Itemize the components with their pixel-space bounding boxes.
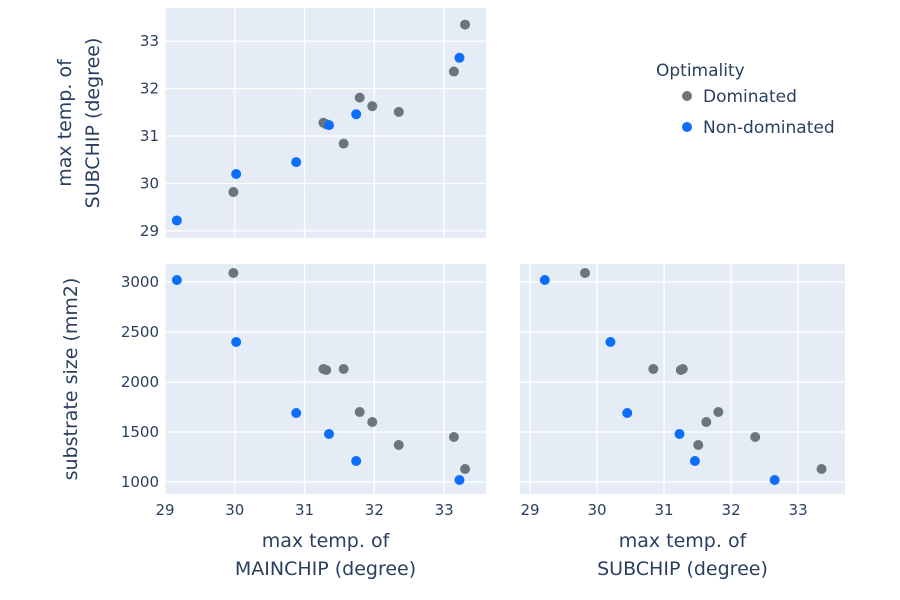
data-point-non-dominated bbox=[454, 475, 465, 485]
data-point-dominated bbox=[367, 101, 378, 112]
data-point-non-dominated bbox=[689, 456, 700, 466]
data-point-dominated bbox=[648, 364, 659, 374]
y-axis-title: substrate size (mm2) bbox=[60, 278, 82, 481]
data-point-dominated bbox=[354, 92, 365, 103]
y-tick-label: 30 bbox=[140, 174, 159, 192]
data-point-dominated bbox=[338, 364, 349, 374]
data-point-dominated bbox=[675, 365, 686, 375]
data-point-dominated bbox=[448, 432, 459, 442]
x-axis-title: max temp. of MAINCHIP (degree) bbox=[235, 530, 416, 580]
y-tick-label: 31 bbox=[140, 127, 159, 145]
y-tick-label: 2500 bbox=[121, 323, 159, 341]
data-point-non-dominated bbox=[351, 456, 362, 466]
data-point-dominated bbox=[393, 440, 404, 450]
y-tick-label: 2000 bbox=[121, 373, 159, 391]
panel-main-vs-sub: 29 30 31 32 33 max temp. of SUBCHIP (degree) bbox=[54, 8, 486, 240]
data-point-dominated bbox=[816, 464, 827, 474]
legend-entries: Dominated Non-dominated bbox=[682, 87, 835, 138]
y-axis-title: max temp. of SUBCHIP (degree) bbox=[54, 38, 104, 209]
data-point-non-dominated bbox=[674, 429, 685, 439]
x-tick-label: 29 bbox=[521, 501, 540, 519]
legend-label-dominated: Dominated bbox=[703, 87, 797, 107]
data-point-non-dominated bbox=[454, 52, 465, 63]
y-tick-label: 29 bbox=[140, 222, 159, 240]
data-point-non-dominated bbox=[539, 275, 550, 285]
data-point-non-dominated bbox=[231, 337, 242, 347]
x-axis-title: max temp. of SUBCHIP (degree) bbox=[597, 530, 768, 580]
data-point-dominated bbox=[448, 66, 459, 77]
data-point-non-dominated bbox=[351, 109, 362, 120]
x-tick-label: 32 bbox=[365, 501, 384, 519]
data-point-non-dominated bbox=[291, 157, 302, 168]
x-tick-label: 30 bbox=[225, 501, 244, 519]
panel-background bbox=[520, 264, 845, 494]
y-axis-title-line: max temp. of bbox=[54, 58, 76, 187]
y-tick-label: 3000 bbox=[121, 273, 159, 291]
data-point-non-dominated bbox=[231, 168, 242, 179]
x-tick-label: 31 bbox=[655, 501, 674, 519]
x-tick-label: 30 bbox=[588, 501, 607, 519]
x-axis-title-line: SUBCHIP (degree) bbox=[597, 558, 768, 580]
legend-marker-non-dominated bbox=[682, 122, 692, 132]
data-point-non-dominated bbox=[323, 429, 334, 439]
data-point-dominated bbox=[701, 417, 712, 427]
data-point-dominated bbox=[460, 19, 471, 30]
data-point-dominated bbox=[393, 106, 404, 117]
data-point-dominated bbox=[580, 268, 590, 278]
y-axis-title-line: SUBCHIP (degree) bbox=[82, 38, 104, 209]
legend-marker-dominated bbox=[682, 91, 692, 101]
y-tick-label: 32 bbox=[140, 80, 159, 98]
data-point-dominated bbox=[750, 432, 761, 442]
data-point-non-dominated bbox=[605, 337, 616, 347]
data-point-dominated bbox=[228, 268, 239, 278]
data-point-non-dominated bbox=[291, 408, 302, 418]
data-point-dominated bbox=[228, 187, 239, 197]
x-axis-title-line: MAINCHIP (degree) bbox=[235, 558, 416, 580]
legend: Optimality Dominated Non-dominated bbox=[656, 61, 835, 138]
panel-main-vs-size: 29 30 31 32 33 1000 1500 2000 2500 3000 max temp. … bbox=[60, 264, 486, 580]
panel-background bbox=[165, 264, 486, 494]
data-point-non-dominated bbox=[769, 475, 780, 485]
data-point-dominated bbox=[693, 440, 704, 450]
x-tick-label: 33 bbox=[435, 501, 454, 519]
data-point-dominated bbox=[367, 417, 378, 427]
x-tick-label: 32 bbox=[722, 501, 741, 519]
x-tick-label: 31 bbox=[295, 501, 314, 519]
data-point-dominated bbox=[338, 138, 349, 149]
data-point-dominated bbox=[321, 365, 332, 375]
x-axis-title-line: max temp. of bbox=[262, 530, 391, 552]
data-point-dominated bbox=[713, 407, 724, 417]
legend-title: Optimality bbox=[656, 61, 745, 81]
legend-label-non-dominated: Non-dominated bbox=[703, 118, 835, 138]
data-point-dominated bbox=[460, 464, 471, 474]
y-tick-label: 1500 bbox=[121, 423, 159, 441]
y-tick-label: 1000 bbox=[121, 473, 159, 491]
x-tick-label: 29 bbox=[155, 501, 174, 519]
data-point-non-dominated bbox=[171, 275, 182, 285]
x-tick-label: 33 bbox=[789, 501, 808, 519]
data-point-non-dominated bbox=[171, 215, 182, 226]
data-point-non-dominated bbox=[323, 120, 334, 131]
data-point-non-dominated bbox=[622, 408, 633, 418]
x-axis-title-line: max temp. of bbox=[619, 530, 748, 552]
data-point-dominated bbox=[354, 407, 365, 417]
y-tick-label: 33 bbox=[140, 32, 159, 50]
panel-sub-vs-size: 29 30 31 32 33 max temp. of SUBCHIP (degree) bbox=[520, 264, 845, 580]
